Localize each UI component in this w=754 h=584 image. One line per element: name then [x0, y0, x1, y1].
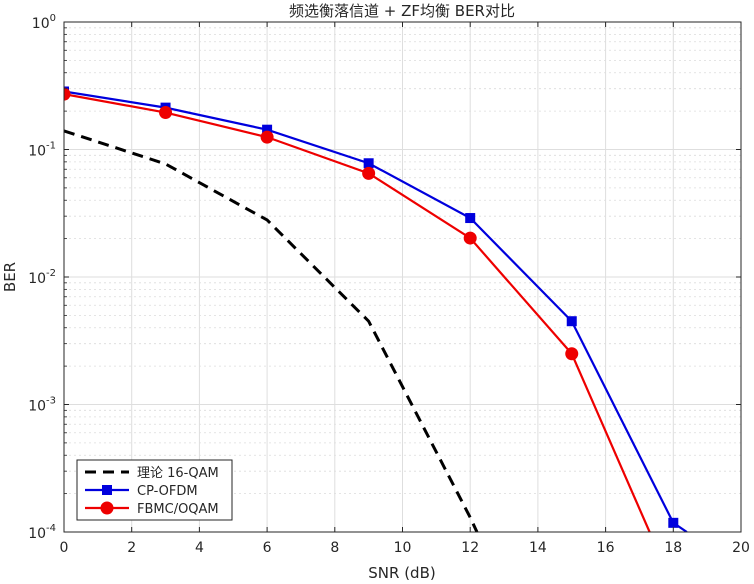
square-marker: [465, 213, 476, 224]
x-tick-label: 0: [60, 540, 69, 556]
x-tick-label: 16: [597, 540, 615, 556]
x-tick-label: 18: [664, 540, 682, 556]
series-layer: [64, 86, 688, 532]
y-tick-label: 10-3: [28, 396, 56, 415]
legend-entry: 理论 16-QAM: [85, 466, 219, 481]
square-marker: [668, 517, 679, 528]
chart-title: 频选衡落信道 + ZF均衡 BER对比: [289, 2, 515, 20]
circle-marker: [260, 130, 274, 144]
legend-label: CP-OFDM: [137, 484, 198, 499]
y-tick-label: 100: [32, 13, 56, 32]
x-tick-label: 6: [263, 540, 272, 556]
circle-marker: [463, 231, 477, 245]
square-marker: [566, 316, 577, 327]
circle-marker: [565, 347, 579, 361]
circle-marker: [64, 87, 71, 101]
y-tick-label: 10-1: [28, 141, 56, 160]
x-tick-label: 2: [127, 540, 136, 556]
axes: 0 2 4 6 8 10 12 14 16 18 20 100 10-1 10-2 10-3 10-4: [28, 13, 750, 556]
x-tick-label: 4: [195, 540, 204, 556]
y-axis-label: BER: [1, 262, 19, 292]
circle-marker: [362, 166, 376, 180]
x-tick-label: 14: [529, 540, 547, 556]
x-tick-label: 12: [461, 540, 479, 556]
x-tick-label: 10: [394, 540, 412, 556]
legend-entry: CP-OFDM: [85, 484, 198, 499]
circle-marker: [159, 106, 173, 120]
x-tick-label: 20: [732, 540, 750, 556]
square-marker: [363, 158, 374, 169]
series-0: [64, 129, 479, 532]
series-line: [64, 90, 688, 532]
square-marker: [102, 485, 112, 495]
x-axis-label: SNR (dB): [368, 564, 435, 582]
y-tick-label: 10-2: [28, 268, 56, 287]
x-tick-label: 8: [330, 540, 339, 556]
y-tick-label: 10-4: [28, 523, 56, 542]
series-2: [64, 87, 651, 532]
legend-entry: FBMC/OQAM: [85, 501, 219, 517]
series-line: [64, 129, 479, 532]
legend: 理论 16-QAM CP-OFDM FBMC/OQAM: [76, 459, 233, 521]
legend-label: 理论 16-QAM: [137, 466, 219, 481]
legend-label: FBMC/OQAM: [137, 502, 219, 517]
circle-marker: [100, 501, 114, 515]
